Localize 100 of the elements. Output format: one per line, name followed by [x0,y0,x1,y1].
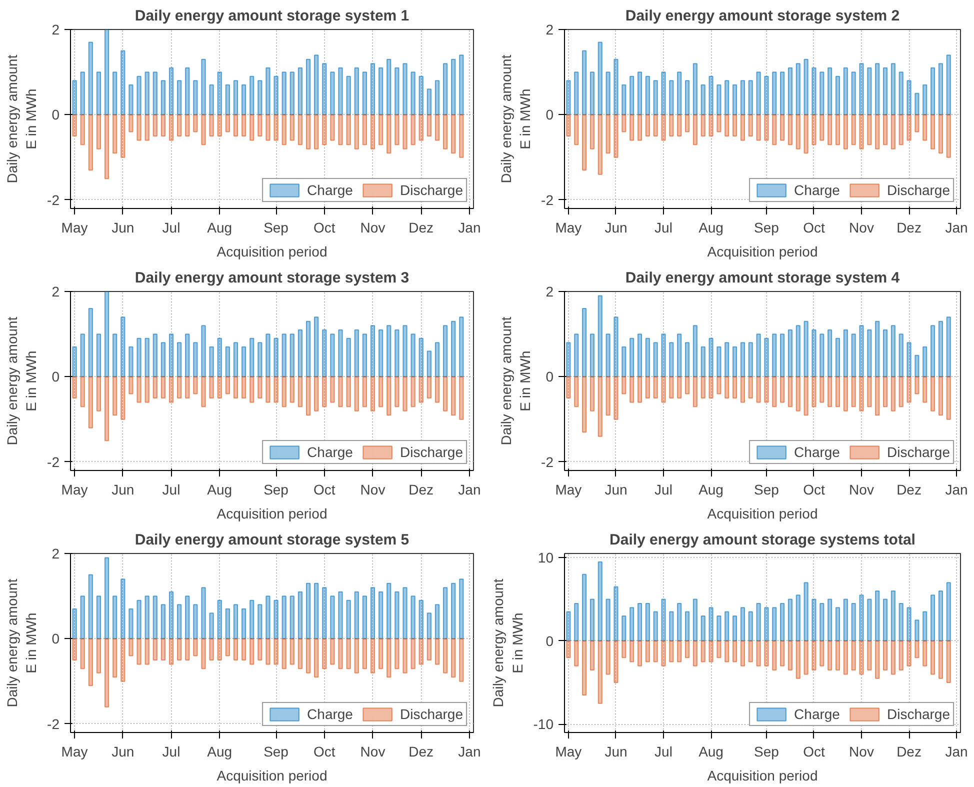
y-tick-label: 0 [52,106,60,123]
x-tick-label: Aug [698,744,724,760]
x-axis-title: Acquisition period [216,506,328,522]
x-tick-label: Nov [360,744,386,760]
legend-label: Charge [794,444,840,460]
x-tick-label: Oct [803,220,825,236]
x-tick-label: Jan [458,482,481,498]
y-tick-label: 2 [546,22,554,38]
x-axis-title: Acquisition period [707,244,818,260]
y-tick-label: 0 [546,632,554,649]
legend-label: Charge [794,182,840,198]
x-tick-label: Nov [360,482,386,498]
y-tick-label: 0 [52,368,60,385]
x-tick-label: Sep [754,744,780,760]
y-axis-title: Daily energy amount E in MWh [498,54,534,184]
x-tick-label: Nov [849,482,874,498]
x-tick-label: Jan [945,482,968,498]
x-tick-label: Jun [604,220,628,236]
x-tick-label: Nov [849,744,874,760]
y-tick-label: -10 [533,716,554,732]
chart-title: Daily energy amount storage system 2 [625,8,900,24]
legend-label: Discharge [400,706,463,722]
y-tick-label: -2 [47,192,60,208]
y-tick-label: -2 [47,716,60,732]
x-tick-label: Jan [458,220,481,236]
x-tick-label: Jul [162,744,180,760]
x-tick-label: Dez [896,744,922,760]
x-tick-label: Aug [207,744,232,760]
y-tick-label: 2 [52,284,60,300]
x-tick-label: May [555,744,582,760]
legend-label: Discharge [400,444,463,460]
y-tick-label: -2 [47,454,60,470]
x-tick-label: Nov [849,220,874,236]
y-tick-label: 10 [538,550,554,566]
x-tick-label: Nov [360,220,386,236]
y-tick-label: 2 [52,546,60,562]
x-tick-label: Dez [408,744,434,760]
x-tick-label: Dez [408,482,434,498]
x-tick-label: Dez [408,220,434,236]
chart-title: Daily energy amount storage system 1 [134,8,410,24]
x-tick-label: Jun [112,220,134,236]
x-tick-label: Oct [314,482,336,498]
x-tick-label: Jul [654,744,672,760]
x-tick-label: Jul [654,220,672,236]
legend-label: Discharge [400,182,463,198]
chart-title: Daily energy amount storage systems total [610,532,916,548]
y-axis-title: Daily energy amount E in MWh [490,578,526,708]
legend-label: Charge [794,706,840,722]
x-tick-label: Jul [162,482,180,498]
y-tick-label: 2 [52,22,60,38]
x-tick-label: Sep [264,482,289,498]
x-tick-label: Jun [604,482,628,498]
x-tick-label: Jun [112,482,134,498]
x-tick-label: May [555,220,582,236]
x-tick-label: Jul [654,482,672,498]
legend-label: Discharge [886,444,950,460]
x-tick-label: Oct [314,220,336,236]
y-tick-label: -2 [541,192,554,208]
legend-label: Discharge [886,706,950,722]
y-axis-title: Daily energy amount E in MWh [4,54,40,184]
x-tick-label: May [555,482,582,498]
x-tick-label: Jan [945,220,968,236]
x-tick-label: May [61,220,88,236]
x-axis-title: Acquisition period [707,506,818,522]
legend-label: Discharge [886,182,950,198]
x-axis-title: Acquisition period [707,768,818,784]
x-tick-label: Aug [207,482,232,498]
y-axis-title: Daily energy amount E in MWh [4,316,40,446]
x-tick-label: Jan [458,744,481,760]
y-tick-label: 0 [52,630,60,647]
y-tick-label: 2 [546,284,554,300]
chart-title: Daily energy amount storage system 5 [134,532,410,548]
x-tick-label: Aug [698,220,724,236]
x-axis-title: Acquisition period [216,768,328,784]
y-axis-title: Daily energy amount E in MWh [498,316,534,446]
y-tick-label: -2 [541,454,554,470]
x-axis-title: Acquisition period [216,244,328,260]
x-tick-label: May [61,482,88,498]
x-tick-label: Aug [207,220,232,236]
legend-label: Charge [307,182,353,198]
x-tick-label: Oct [803,482,825,498]
y-tick-label: 0 [546,368,554,385]
x-tick-label: Sep [754,220,780,236]
y-tick-label: 0 [546,106,554,123]
x-tick-label: Sep [754,482,780,498]
x-tick-label: Sep [264,220,289,236]
x-tick-label: Jul [162,220,180,236]
x-tick-label: Jan [945,744,968,760]
x-tick-label: May [61,744,88,760]
x-tick-label: Dez [896,220,922,236]
x-tick-label: Dez [896,482,922,498]
x-tick-label: Oct [314,744,336,760]
x-tick-label: Oct [803,744,825,760]
y-axis-title: Daily energy amount E in MWh [4,578,40,708]
chart-title: Daily energy amount storage system 3 [134,270,410,286]
legend-label: Charge [307,444,353,460]
x-tick-label: Jun [604,744,628,760]
x-tick-label: Jun [112,744,134,760]
x-tick-label: Aug [698,482,724,498]
legend-label: Charge [307,706,353,722]
